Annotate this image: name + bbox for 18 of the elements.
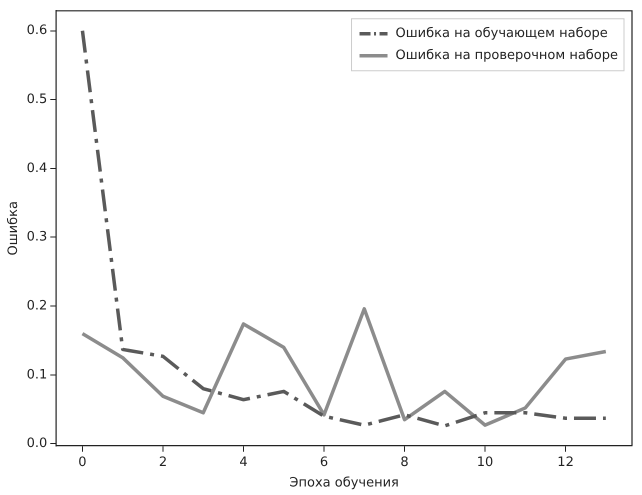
y-tick-label: 0.6 [26, 23, 48, 38]
x-tick-label: 8 [400, 454, 409, 470]
x-axis-title: Эпоха обучения [289, 476, 399, 491]
x-tick-label: 2 [158, 454, 168, 470]
x-tick-label: 0 [78, 454, 87, 470]
y-tick-label: 0.2 [26, 298, 48, 314]
x-tick-label: 12 [557, 454, 574, 470]
y-tick-label: 0.0 [26, 436, 48, 452]
y-axis-title: Ошибка [6, 201, 22, 256]
y-tick-label: 0.3 [26, 230, 48, 245]
x-tick-label: 6 [320, 454, 328, 470]
legend-label: Ошибка на обучающем наборе [396, 26, 608, 42]
x-tick-label: 10 [476, 454, 494, 470]
y-tick-label: 0.5 [26, 92, 48, 107]
y-tick-label: 0.4 [26, 160, 48, 176]
legend-label: Ошибка на проверочном наборе [396, 48, 618, 64]
y-tick-label: 0.1 [26, 367, 48, 382]
x-tick-label: 4 [239, 454, 248, 470]
